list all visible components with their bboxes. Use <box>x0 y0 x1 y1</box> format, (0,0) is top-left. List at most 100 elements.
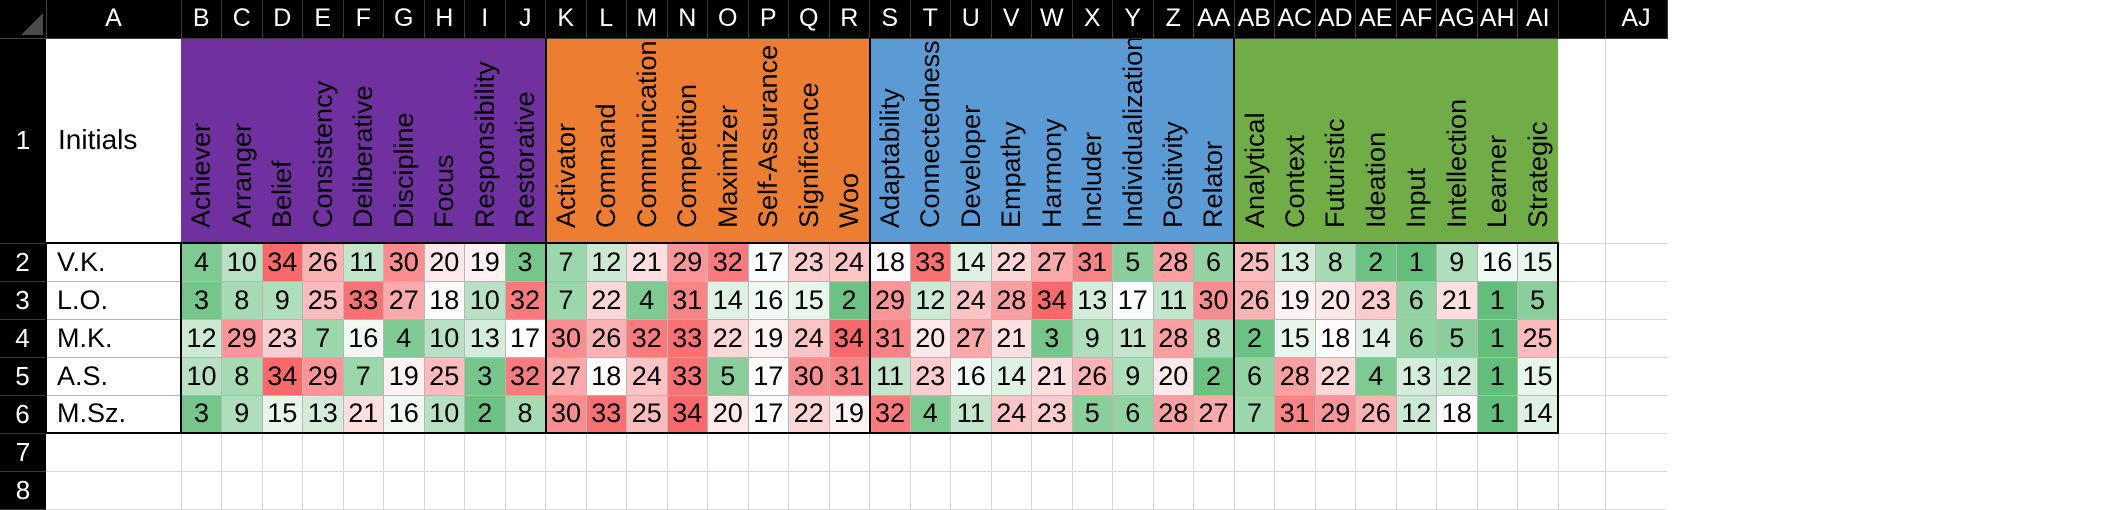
column-header[interactable]: D <box>262 0 303 39</box>
rank-cell[interactable]: 7 <box>1234 395 1275 434</box>
rank-cell[interactable]: 33 <box>343 281 384 320</box>
theme-header-cell[interactable]: Connectedness <box>910 38 951 243</box>
rank-cell[interactable]: 18 <box>1315 319 1356 358</box>
column-header[interactable]: Q <box>788 0 830 39</box>
rank-cell[interactable]: 21 <box>1436 281 1478 320</box>
rank-cell[interactable]: 16 <box>383 395 425 434</box>
rank-cell[interactable]: 1 <box>1477 357 1518 396</box>
rank-cell[interactable]: 10 <box>221 242 263 282</box>
rank-cell[interactable]: 14 <box>707 281 749 320</box>
rank-cell[interactable]: 29 <box>221 319 263 358</box>
rank-cell[interactable]: 24 <box>950 281 992 320</box>
rank-cell[interactable]: 17 <box>748 357 789 396</box>
empty-cell[interactable] <box>221 433 263 472</box>
rank-cell[interactable]: 29 <box>302 357 344 396</box>
column-header[interactable]: AA <box>1193 0 1235 39</box>
rank-cell[interactable]: 5 <box>1517 281 1559 320</box>
rank-cell[interactable]: 8 <box>221 281 263 320</box>
empty-cell[interactable] <box>262 433 303 472</box>
rank-cell[interactable]: 14 <box>1355 319 1397 358</box>
rank-cell[interactable]: 4 <box>910 395 951 434</box>
rank-cell[interactable]: 24 <box>991 395 1032 434</box>
rank-cell[interactable]: 14 <box>950 242 992 282</box>
rank-cell[interactable]: 4 <box>626 281 668 320</box>
select-all-corner[interactable] <box>0 0 47 39</box>
rank-cell[interactable]: 25 <box>626 395 668 434</box>
rank-cell[interactable]: 27 <box>545 357 587 396</box>
initials-cell[interactable]: A.S. <box>45 357 181 396</box>
rank-cell[interactable]: 1 <box>1477 281 1518 320</box>
rank-cell[interactable]: 16 <box>1477 242 1518 282</box>
rank-cell[interactable]: 23 <box>910 357 951 396</box>
rank-cell[interactable]: 28 <box>1153 319 1194 358</box>
empty-cell[interactable] <box>1605 38 1667 244</box>
column-header[interactable]: A <box>46 0 182 39</box>
empty-cell[interactable] <box>950 471 992 510</box>
rank-cell[interactable]: 5 <box>1436 319 1478 358</box>
empty-cell[interactable] <box>829 471 870 510</box>
empty-cell[interactable] <box>1558 281 1606 320</box>
theme-header-cell[interactable]: Restorative <box>505 38 546 243</box>
rank-cell[interactable]: 29 <box>869 281 911 320</box>
empty-cell[interactable] <box>950 433 992 472</box>
rank-cell[interactable]: 20 <box>424 242 465 282</box>
empty-cell[interactable] <box>1234 471 1275 510</box>
empty-cell[interactable] <box>1605 243 1667 282</box>
theme-header-cell[interactable]: Analytical <box>1233 38 1275 243</box>
rank-cell[interactable]: 20 <box>910 319 951 358</box>
empty-cell[interactable] <box>424 471 465 510</box>
rank-cell[interactable]: 32 <box>505 281 547 320</box>
rank-cell[interactable]: 3 <box>180 395 222 434</box>
empty-cell[interactable] <box>1436 471 1478 510</box>
rank-cell[interactable]: 2 <box>464 395 506 434</box>
rank-cell[interactable]: 11 <box>869 357 911 396</box>
empty-cell[interactable] <box>302 433 344 472</box>
rank-cell[interactable]: 16 <box>950 357 992 396</box>
rank-cell[interactable]: 18 <box>586 357 627 396</box>
empty-cell[interactable] <box>302 471 344 510</box>
row-header[interactable]: 6 <box>0 395 46 434</box>
column-header[interactable]: I <box>464 0 506 39</box>
rank-cell[interactable]: 34 <box>1031 281 1073 320</box>
empty-cell[interactable] <box>505 471 546 510</box>
rank-cell[interactable]: 31 <box>667 281 708 320</box>
rank-cell[interactable]: 17 <box>505 319 547 358</box>
rank-cell[interactable]: 28 <box>1274 357 1316 396</box>
empty-cell[interactable] <box>788 433 830 472</box>
rank-cell[interactable]: 22 <box>788 395 830 434</box>
empty-cell[interactable] <box>1558 319 1606 358</box>
theme-header-cell[interactable]: Communication <box>626 38 667 243</box>
rank-cell[interactable]: 12 <box>180 319 222 358</box>
theme-header-cell[interactable]: Developer <box>950 38 991 243</box>
rank-cell[interactable]: 21 <box>1031 357 1073 396</box>
rank-cell[interactable]: 18 <box>424 281 465 320</box>
rank-cell[interactable]: 30 <box>1193 281 1235 320</box>
empty-cell[interactable] <box>667 433 708 472</box>
empty-cell[interactable] <box>1558 471 1606 510</box>
empty-cell[interactable] <box>424 433 465 472</box>
row-header[interactable]: 7 <box>0 433 46 472</box>
rank-cell[interactable]: 1 <box>1477 395 1518 434</box>
rank-cell[interactable]: 32 <box>869 395 911 434</box>
empty-cell[interactable] <box>1355 433 1397 472</box>
rank-cell[interactable]: 14 <box>1517 395 1559 434</box>
rank-cell[interactable]: 2 <box>829 281 871 320</box>
rank-cell[interactable]: 13 <box>464 319 506 358</box>
initials-cell[interactable]: M.K. <box>45 319 181 358</box>
empty-cell[interactable] <box>1274 471 1316 510</box>
rank-cell[interactable]: 10 <box>424 395 465 434</box>
rank-cell[interactable]: 5 <box>1072 395 1113 434</box>
column-header[interactable]: AC <box>1274 0 1316 39</box>
rank-cell[interactable]: 22 <box>707 319 749 358</box>
rank-cell[interactable]: 34 <box>829 319 871 358</box>
rank-cell[interactable]: 19 <box>383 357 425 396</box>
rank-cell[interactable]: 20 <box>1315 281 1356 320</box>
rank-cell[interactable]: 24 <box>829 242 871 282</box>
column-header[interactable]: C <box>221 0 263 39</box>
column-header[interactable]: E <box>302 0 344 39</box>
rank-cell[interactable]: 24 <box>626 357 668 396</box>
rank-cell[interactable]: 13 <box>1396 357 1437 396</box>
empty-cell[interactable] <box>505 433 546 472</box>
column-header[interactable]: S <box>869 0 911 39</box>
rank-cell[interactable]: 9 <box>1112 357 1154 396</box>
